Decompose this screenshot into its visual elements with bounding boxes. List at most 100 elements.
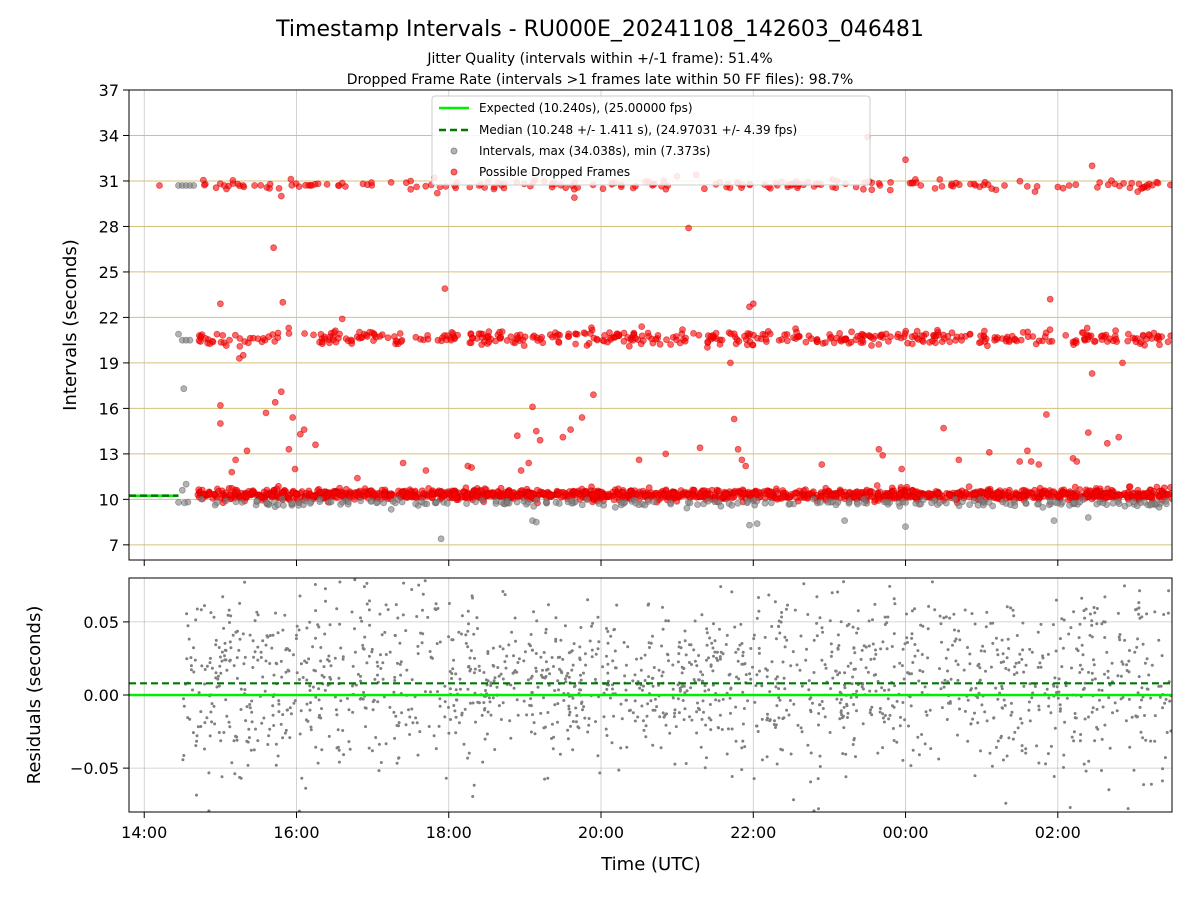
dropped-frame-point — [828, 491, 836, 499]
interval-point — [1022, 499, 1030, 507]
dropped-frame-point — [1086, 487, 1094, 495]
residual-point — [718, 627, 721, 631]
residual-point — [277, 699, 281, 703]
residual-point — [230, 761, 234, 765]
residual-point — [435, 642, 439, 646]
interval-point — [841, 517, 848, 524]
residual-point — [308, 689, 312, 692]
residual-point — [1010, 710, 1014, 714]
dropped-frame-point — [908, 333, 916, 341]
residual-point — [1143, 714, 1146, 717]
residual-point — [704, 723, 708, 727]
residual-point — [1055, 685, 1059, 689]
residual-point — [883, 623, 887, 626]
interval-point — [768, 499, 775, 507]
residual-point — [384, 653, 388, 656]
residual-point — [551, 747, 555, 751]
residual-point — [973, 622, 977, 626]
residual-point — [232, 664, 236, 668]
top-y-tick-label: 19 — [99, 354, 119, 373]
residual-point — [705, 631, 709, 635]
residual-point — [812, 809, 816, 812]
interval-point — [989, 502, 997, 510]
residual-point — [587, 717, 591, 720]
residual-point — [777, 624, 780, 628]
residual-point — [765, 755, 769, 759]
residual-point — [360, 619, 364, 623]
residual-point — [590, 624, 593, 628]
residual-point — [284, 670, 288, 674]
residual-point — [523, 650, 527, 654]
residual-point — [594, 720, 597, 724]
residual-point — [681, 699, 685, 702]
residual-point — [596, 754, 600, 758]
residual-point — [1024, 751, 1028, 755]
residual-point — [996, 653, 1000, 657]
residual-point — [918, 669, 922, 672]
residual-point — [483, 737, 487, 741]
residual-point — [755, 616, 759, 620]
residual-point — [370, 749, 374, 753]
residual-point — [1028, 682, 1032, 686]
residual-point — [605, 654, 608, 658]
interval-point — [1039, 503, 1047, 511]
residual-point — [809, 751, 813, 755]
residual-point — [954, 659, 958, 663]
interval-point — [860, 495, 868, 503]
residual-point — [806, 743, 810, 747]
dropped-frame-point — [319, 338, 326, 346]
residual-point — [1073, 712, 1077, 715]
residual-point — [976, 721, 980, 725]
residual-point — [1005, 605, 1009, 609]
residual-point — [962, 668, 966, 672]
residual-point — [673, 708, 677, 712]
residual-point — [419, 631, 423, 635]
residual-point — [569, 724, 572, 728]
residual-point — [299, 709, 303, 713]
residual-point — [256, 658, 260, 662]
residual-point — [339, 646, 343, 650]
residual-point — [1093, 677, 1097, 681]
residual-point — [509, 736, 513, 740]
residual-point — [874, 689, 878, 693]
dropped-frame-point — [583, 342, 591, 349]
dropped-frame-point — [749, 300, 757, 308]
residual-point — [1015, 671, 1019, 675]
residual-point — [1145, 612, 1149, 616]
residual-point — [303, 659, 307, 663]
interval-point — [288, 500, 296, 507]
dropped-frame-point — [484, 332, 492, 340]
bottom-x-tick-label: 16:00 — [273, 823, 319, 842]
dropped-frame-point — [572, 340, 579, 348]
residual-point — [707, 716, 711, 720]
residual-point — [503, 593, 507, 597]
residual-point — [1093, 611, 1097, 615]
residual-point — [1073, 716, 1077, 720]
residual-point — [910, 672, 913, 676]
residual-point — [399, 673, 403, 677]
residual-point — [480, 713, 484, 717]
residual-point — [256, 645, 260, 649]
residual-point — [843, 686, 847, 690]
dropped-frame-point — [980, 181, 987, 189]
residual-point — [782, 716, 786, 720]
dropped-frame-point — [742, 462, 750, 470]
residual-point — [974, 686, 978, 690]
residual-point — [823, 663, 827, 667]
residual-point — [757, 651, 761, 655]
residual-point — [396, 661, 399, 665]
residual-point — [579, 678, 583, 682]
dropped-frame-point — [310, 331, 317, 339]
residual-point — [1095, 607, 1099, 610]
residual-point — [1100, 769, 1103, 772]
residual-point — [443, 684, 447, 688]
residual-point — [815, 634, 819, 638]
residual-point — [800, 684, 804, 688]
dropped-frame-point — [580, 329, 588, 337]
residual-point — [540, 675, 544, 679]
dropped-frame-point — [428, 490, 436, 498]
residual-point — [937, 757, 941, 761]
interval-point — [190, 182, 198, 189]
residual-point — [861, 687, 865, 691]
